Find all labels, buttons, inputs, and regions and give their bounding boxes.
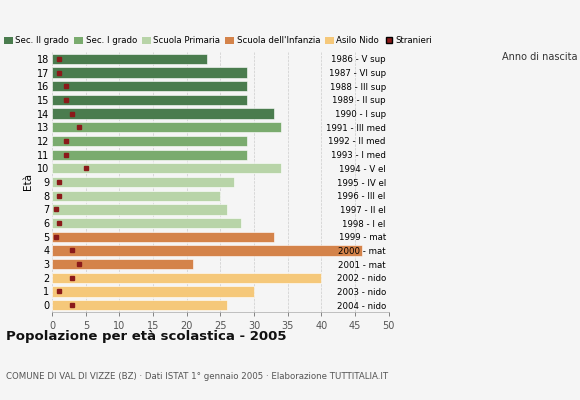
Bar <box>52 245 362 256</box>
Bar <box>52 95 247 105</box>
Y-axis label: Età: Età <box>23 174 33 190</box>
Bar <box>52 54 207 64</box>
Bar <box>52 204 227 214</box>
Bar <box>52 300 227 310</box>
Bar <box>52 122 281 132</box>
Bar <box>52 286 254 297</box>
Bar <box>52 218 241 228</box>
Bar <box>52 177 234 187</box>
Bar <box>52 136 247 146</box>
Bar <box>52 259 194 269</box>
Bar <box>52 190 220 201</box>
Bar <box>52 67 247 78</box>
Bar <box>52 273 321 283</box>
Bar <box>52 81 247 91</box>
Bar <box>52 150 247 160</box>
Bar <box>52 108 274 119</box>
Text: COMUNE DI VAL DI VIZZE (BZ) · Dati ISTAT 1° gennaio 2005 · Elaborazione TUTTITAL: COMUNE DI VAL DI VIZZE (BZ) · Dati ISTAT… <box>6 372 388 381</box>
Text: Anno di nascita: Anno di nascita <box>502 52 577 62</box>
Bar <box>52 163 281 174</box>
Text: Popolazione per età scolastica - 2005: Popolazione per età scolastica - 2005 <box>6 330 287 343</box>
Bar <box>52 232 274 242</box>
Legend: Sec. II grado, Sec. I grado, Scuola Primaria, Scuola dell'Infanzia, Asilo Nido, : Sec. II grado, Sec. I grado, Scuola Prim… <box>4 36 432 45</box>
